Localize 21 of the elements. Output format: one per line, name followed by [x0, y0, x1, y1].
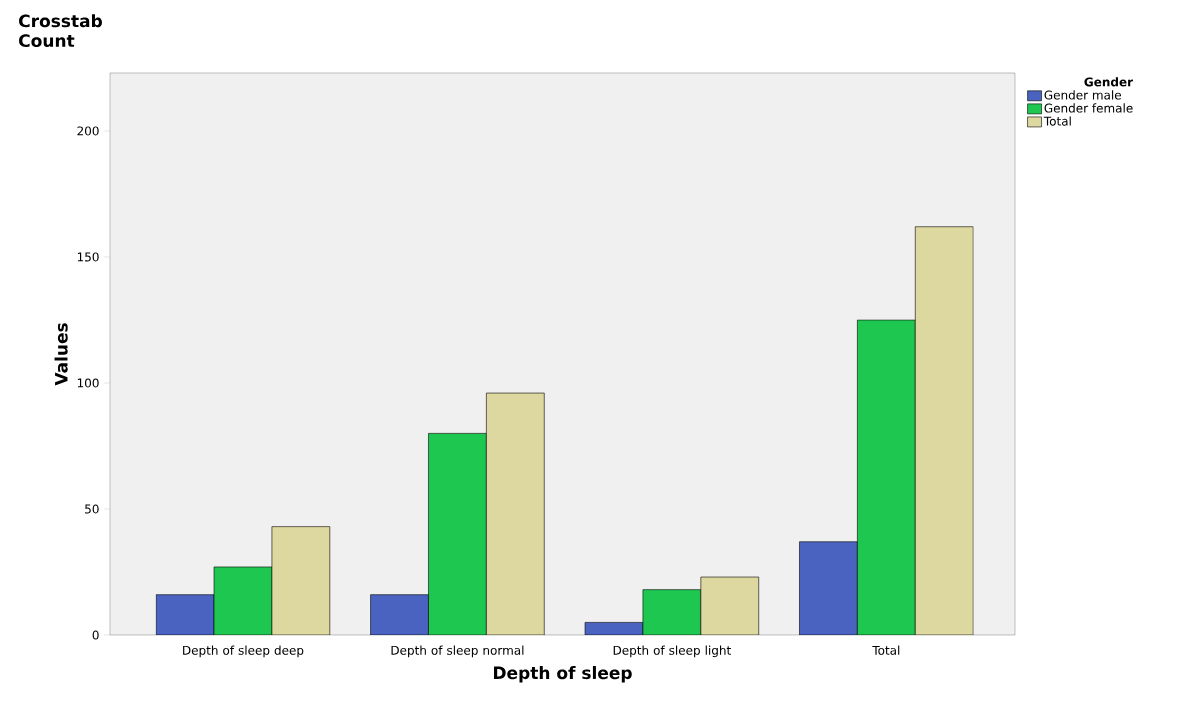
bar — [857, 319, 916, 635]
legend-label: Gender male — [1044, 90, 1121, 100]
y-tick-label: 200 — [77, 126, 99, 136]
legend-label: Gender female — [1044, 103, 1133, 113]
y-tick-label: 50 — [85, 504, 99, 514]
bar — [428, 433, 487, 635]
chart-subtitle: Count — [19, 34, 75, 48]
x-tick-label: Depth of sleep deep — [183, 645, 304, 658]
x-tick-label: Depth of sleep light — [613, 645, 731, 658]
x-tick-label: Total — [872, 645, 900, 655]
y-tick-label: 150 — [77, 252, 99, 262]
x-axis-title: Depth of sleep — [494, 666, 632, 683]
legend-label: Total — [1043, 116, 1071, 126]
bar — [642, 589, 702, 635]
x-tick-label: Depth of sleep normal — [391, 645, 524, 658]
bar — [213, 566, 273, 635]
y-tick-label: 0 — [92, 630, 99, 640]
y-tick-label: 100 — [77, 378, 99, 388]
chart-title: Crosstab — [19, 14, 102, 28]
legend-title: Gender — [1084, 77, 1133, 87]
y-axis-title: Values — [54, 323, 68, 386]
